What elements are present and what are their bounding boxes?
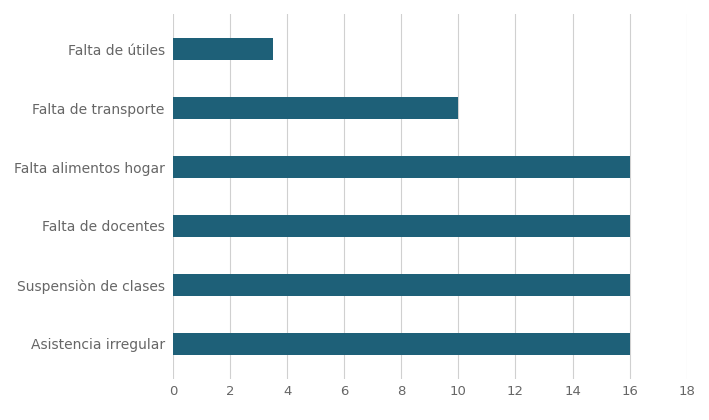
Bar (173, 333, 630, 355)
Bar (173, 215, 630, 237)
Bar (173, 38, 273, 60)
Bar (173, 97, 459, 119)
Bar (173, 274, 630, 296)
Bar (173, 156, 630, 178)
